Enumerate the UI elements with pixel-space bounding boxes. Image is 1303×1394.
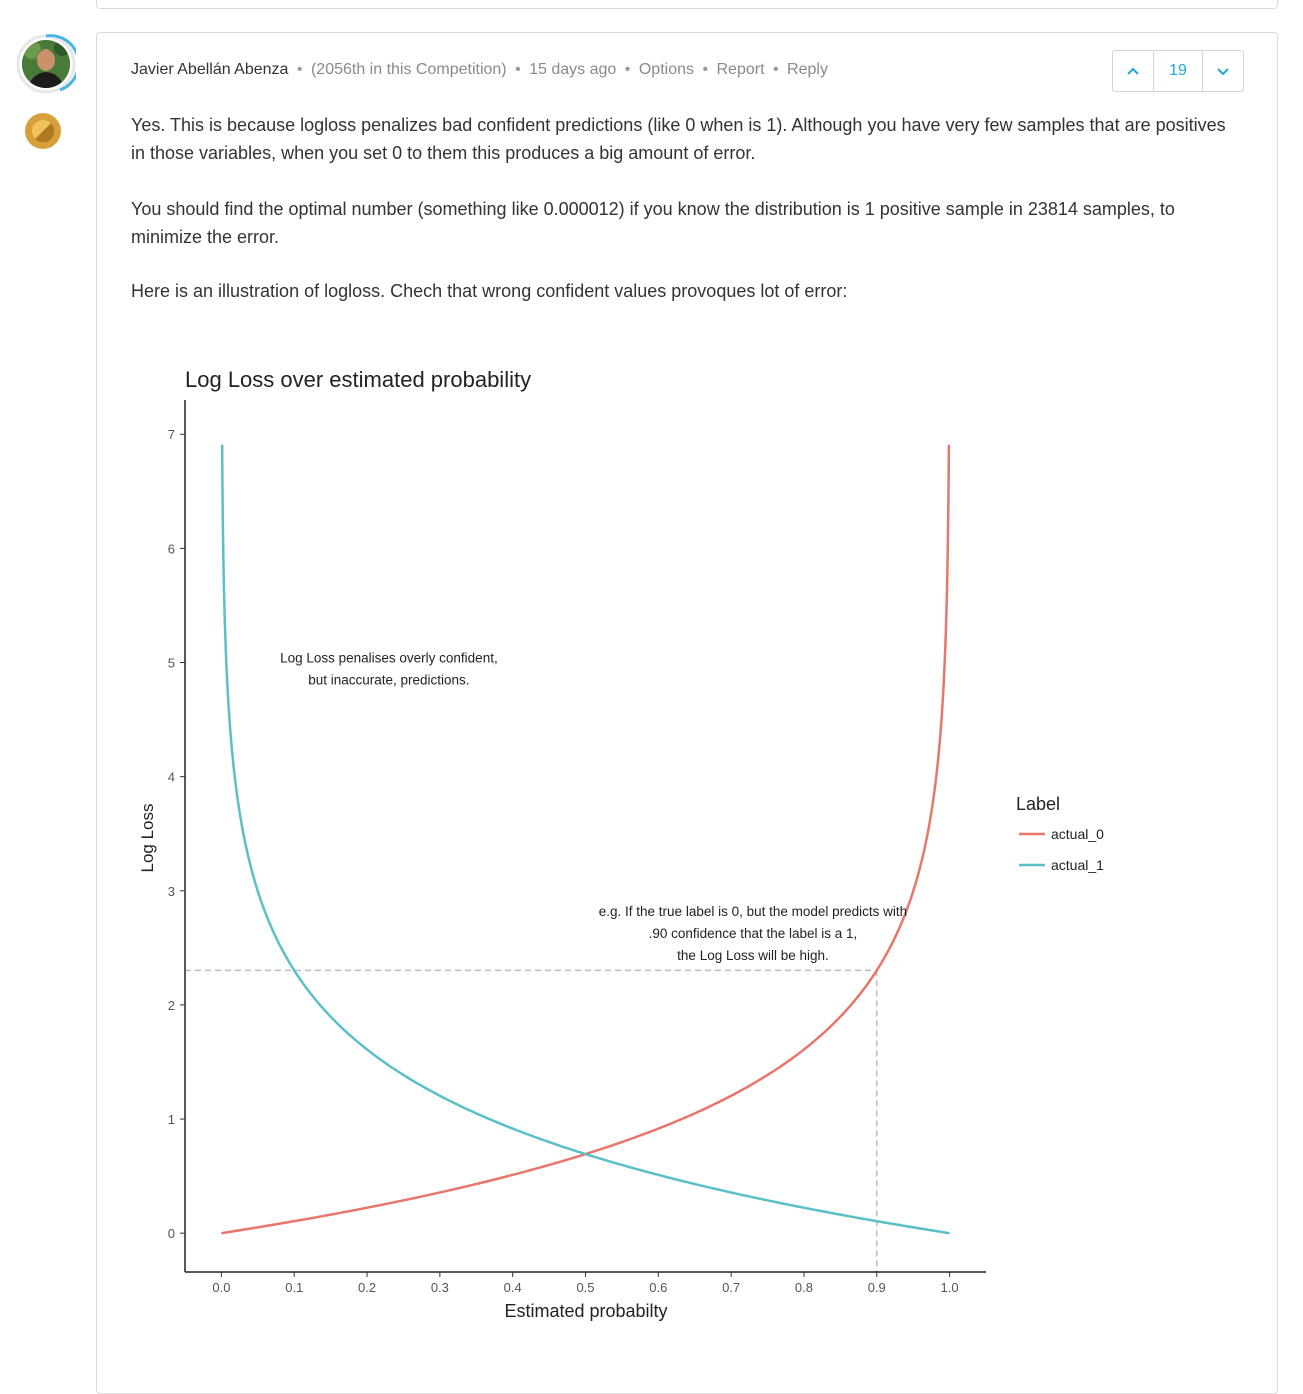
annotation-text: Log Loss penalises overly confident, xyxy=(280,651,498,666)
separator-dot: • xyxy=(296,61,303,78)
report-link[interactable]: Report xyxy=(716,61,765,78)
chevron-up-icon xyxy=(1127,67,1139,75)
separator-dot: • xyxy=(624,61,631,78)
upvote-button[interactable] xyxy=(1113,51,1153,91)
downvote-button[interactable] xyxy=(1203,51,1243,91)
timestamp: 15 days ago xyxy=(529,61,617,78)
avatar[interactable] xyxy=(16,34,76,94)
annotation-text: e.g. If the true label is 0, but the mod… xyxy=(599,904,907,919)
y-tick-label: 2 xyxy=(168,998,175,1013)
y-tick-label: 5 xyxy=(168,656,175,671)
legend-label: actual_1 xyxy=(1051,857,1104,873)
y-tick-label: 0 xyxy=(168,1226,175,1241)
comment-paragraph: You should find the optimal number (some… xyxy=(131,199,1175,247)
annotation-text: but inaccurate, predictions. xyxy=(308,673,469,688)
comment-paragraph: Here is an illustration of logloss. Chec… xyxy=(131,281,848,301)
legend: actual_0 actual_1 xyxy=(1019,826,1104,873)
competition-rank: (2056th in this Competition) xyxy=(310,61,507,78)
plot-area: 0.0 0.1 0.2 0.3 0.4 0.5 0.6 0.7 0.8 0.9 1.0 0 1 2 3 4 5 6… xyxy=(168,400,986,1295)
options-link[interactable]: Options xyxy=(638,61,694,78)
vote-widget: 19 xyxy=(1112,50,1244,92)
y-tick-label: 4 xyxy=(168,770,175,785)
y-tick-label: 1 xyxy=(168,1112,175,1127)
previous-comment-card xyxy=(96,0,1278,9)
y-tick-label: 7 xyxy=(168,427,175,442)
x-tick-label: 1.0 xyxy=(941,1280,959,1295)
chart-title: Log Loss over estimated probability xyxy=(185,367,531,392)
separator-dot: • xyxy=(772,61,779,78)
user-avatar xyxy=(22,40,70,88)
legend-label: actual_0 xyxy=(1051,826,1104,842)
annotation-text: .90 confidence that the label is a 1, xyxy=(649,926,858,941)
chevron-down-icon xyxy=(1217,68,1229,76)
x-tick-label: 0.7 xyxy=(722,1280,740,1295)
x-tick-label: 0.9 xyxy=(868,1280,886,1295)
x-tick-label: 0.4 xyxy=(504,1280,522,1295)
bronze-medal-icon xyxy=(25,113,61,149)
x-tick-label: 0.6 xyxy=(649,1280,667,1295)
x-axis-label: Estimated probabilty xyxy=(504,1301,667,1321)
comment-paragraph: Yes. This is because logloss penalizes b… xyxy=(131,115,1226,163)
progress-ring-icon xyxy=(16,34,76,94)
annotation-text: the Log Loss will be high. xyxy=(677,948,829,963)
comment-meta: Javier Abellán Abenza • (2056th in this … xyxy=(131,61,828,79)
x-tick-label: 0.0 xyxy=(212,1280,230,1295)
reply-link[interactable]: Reply xyxy=(787,61,828,78)
comment-card xyxy=(96,32,1278,1394)
person-photo-icon xyxy=(22,40,70,88)
legend-title: Label xyxy=(1016,794,1060,814)
y-tick-label: 6 xyxy=(168,541,175,556)
x-tick-label: 0.5 xyxy=(576,1280,594,1295)
x-tick-label: 0.8 xyxy=(795,1280,813,1295)
x-tick-label: 0.1 xyxy=(285,1280,303,1295)
vote-count: 19 xyxy=(1153,51,1203,91)
separator-dot: • xyxy=(515,61,521,78)
x-tick-label: 0.3 xyxy=(431,1280,449,1295)
y-tick-label: 3 xyxy=(168,884,175,899)
separator-dot: • xyxy=(702,61,709,78)
author-name[interactable]: Javier Abellán Abenza xyxy=(131,61,289,78)
x-tick-label: 0.2 xyxy=(358,1280,376,1295)
series-line-actual-0 xyxy=(221,444,951,1235)
logloss-chart: Log Loss over estimated probability 0.0 0… xyxy=(138,367,1104,1321)
y-axis-label: Log Loss xyxy=(138,804,157,873)
series-line-actual-1 xyxy=(220,444,950,1235)
